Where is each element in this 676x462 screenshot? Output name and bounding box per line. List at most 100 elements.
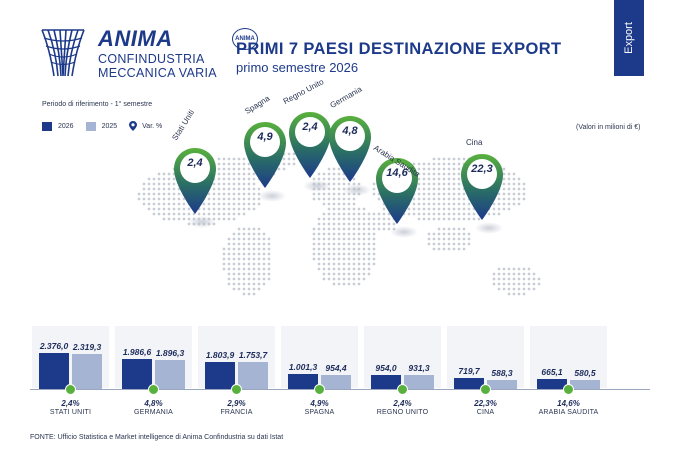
map-dot bbox=[417, 187, 421, 191]
map-dot bbox=[497, 287, 501, 291]
map-dot bbox=[507, 277, 511, 281]
map-dot bbox=[242, 167, 246, 171]
map-dot bbox=[217, 217, 221, 221]
map-dot bbox=[512, 277, 516, 281]
category-label: STATI UNITI bbox=[49, 409, 92, 416]
map-dot bbox=[232, 257, 236, 261]
map-dot bbox=[152, 197, 156, 201]
map-dot bbox=[327, 212, 331, 216]
map-dot bbox=[507, 272, 511, 276]
map-dot bbox=[452, 242, 456, 246]
map-dot bbox=[227, 177, 231, 181]
map-dot bbox=[247, 177, 251, 181]
map-dot bbox=[232, 282, 236, 286]
map-dot bbox=[387, 212, 391, 216]
map-dot bbox=[372, 212, 376, 216]
map-dot bbox=[382, 212, 386, 216]
map-dot bbox=[452, 212, 456, 216]
map-dot bbox=[227, 197, 231, 201]
map-dot bbox=[237, 287, 241, 291]
map-dot bbox=[267, 272, 271, 276]
map-dot bbox=[252, 242, 256, 246]
map-dot bbox=[507, 287, 511, 291]
map-dot bbox=[152, 182, 156, 186]
map-dot bbox=[347, 217, 351, 221]
bar-2026 bbox=[39, 353, 69, 389]
map-dot bbox=[517, 202, 521, 206]
map-dot bbox=[432, 212, 436, 216]
map-dot bbox=[322, 247, 326, 251]
map-dot bbox=[432, 192, 436, 196]
map-dot bbox=[337, 262, 341, 266]
pin-value: 4,8 bbox=[342, 125, 358, 137]
map-dot bbox=[227, 242, 231, 246]
map-dot bbox=[372, 192, 376, 196]
map-dot bbox=[362, 222, 366, 226]
map-dot bbox=[257, 272, 261, 276]
map-dot bbox=[457, 207, 461, 211]
map-dot bbox=[427, 192, 431, 196]
map-dot bbox=[362, 207, 366, 211]
map-dot bbox=[237, 197, 241, 201]
map-dot bbox=[357, 242, 361, 246]
map-dot bbox=[237, 242, 241, 246]
map-dot bbox=[467, 202, 471, 206]
map-dot bbox=[452, 167, 456, 171]
map-dot bbox=[492, 277, 496, 281]
bar-value-label: 665,1 bbox=[541, 367, 563, 377]
map-dot bbox=[507, 207, 511, 211]
map-dot bbox=[252, 237, 256, 241]
map-dot bbox=[507, 172, 511, 176]
map-dot bbox=[237, 182, 241, 186]
map-dot bbox=[167, 182, 171, 186]
map-dot bbox=[317, 267, 321, 271]
bar-2026 bbox=[537, 379, 567, 389]
map-dot bbox=[407, 212, 411, 216]
map-dot bbox=[502, 197, 506, 201]
map-dot bbox=[517, 277, 521, 281]
map-dot bbox=[237, 282, 241, 286]
map-dot bbox=[352, 252, 356, 256]
map-dot bbox=[527, 287, 531, 291]
map-dot bbox=[427, 217, 431, 221]
map-dot bbox=[267, 252, 271, 256]
map-dot bbox=[222, 167, 226, 171]
map-dot bbox=[422, 217, 426, 221]
map-dot bbox=[147, 182, 151, 186]
map-dot bbox=[147, 177, 151, 181]
map-dot bbox=[367, 212, 371, 216]
map-dot bbox=[262, 267, 266, 271]
map-dot bbox=[442, 182, 446, 186]
map-dot bbox=[162, 212, 166, 216]
map-dot bbox=[262, 237, 266, 241]
map-dot bbox=[387, 217, 391, 221]
map-dot bbox=[222, 192, 226, 196]
map-dot bbox=[257, 242, 261, 246]
map-dot bbox=[502, 187, 506, 191]
map-dot bbox=[267, 262, 271, 266]
map-dot bbox=[442, 177, 446, 181]
map-dot bbox=[277, 167, 281, 171]
map-dot bbox=[357, 227, 361, 231]
map-dot bbox=[362, 242, 366, 246]
map-dot bbox=[242, 197, 246, 201]
map-dot bbox=[502, 207, 506, 211]
map-dot bbox=[177, 217, 181, 221]
map-dot bbox=[512, 177, 516, 181]
map-dot bbox=[162, 192, 166, 196]
map-dot bbox=[522, 272, 526, 276]
map-dot bbox=[217, 202, 221, 206]
variation-percent: 2,4% bbox=[393, 399, 412, 408]
map-dot bbox=[442, 187, 446, 191]
map-dot bbox=[322, 262, 326, 266]
map-dot bbox=[367, 247, 371, 251]
map-dot bbox=[322, 177, 326, 181]
map-dot bbox=[332, 242, 336, 246]
map-dot bbox=[332, 257, 336, 261]
map-dot bbox=[462, 232, 466, 236]
map-dot bbox=[447, 217, 451, 221]
page-subtitle: primo semestre 2026 bbox=[236, 60, 359, 75]
map-dot bbox=[242, 272, 246, 276]
map-dot bbox=[427, 182, 431, 186]
map-dot bbox=[367, 242, 371, 246]
